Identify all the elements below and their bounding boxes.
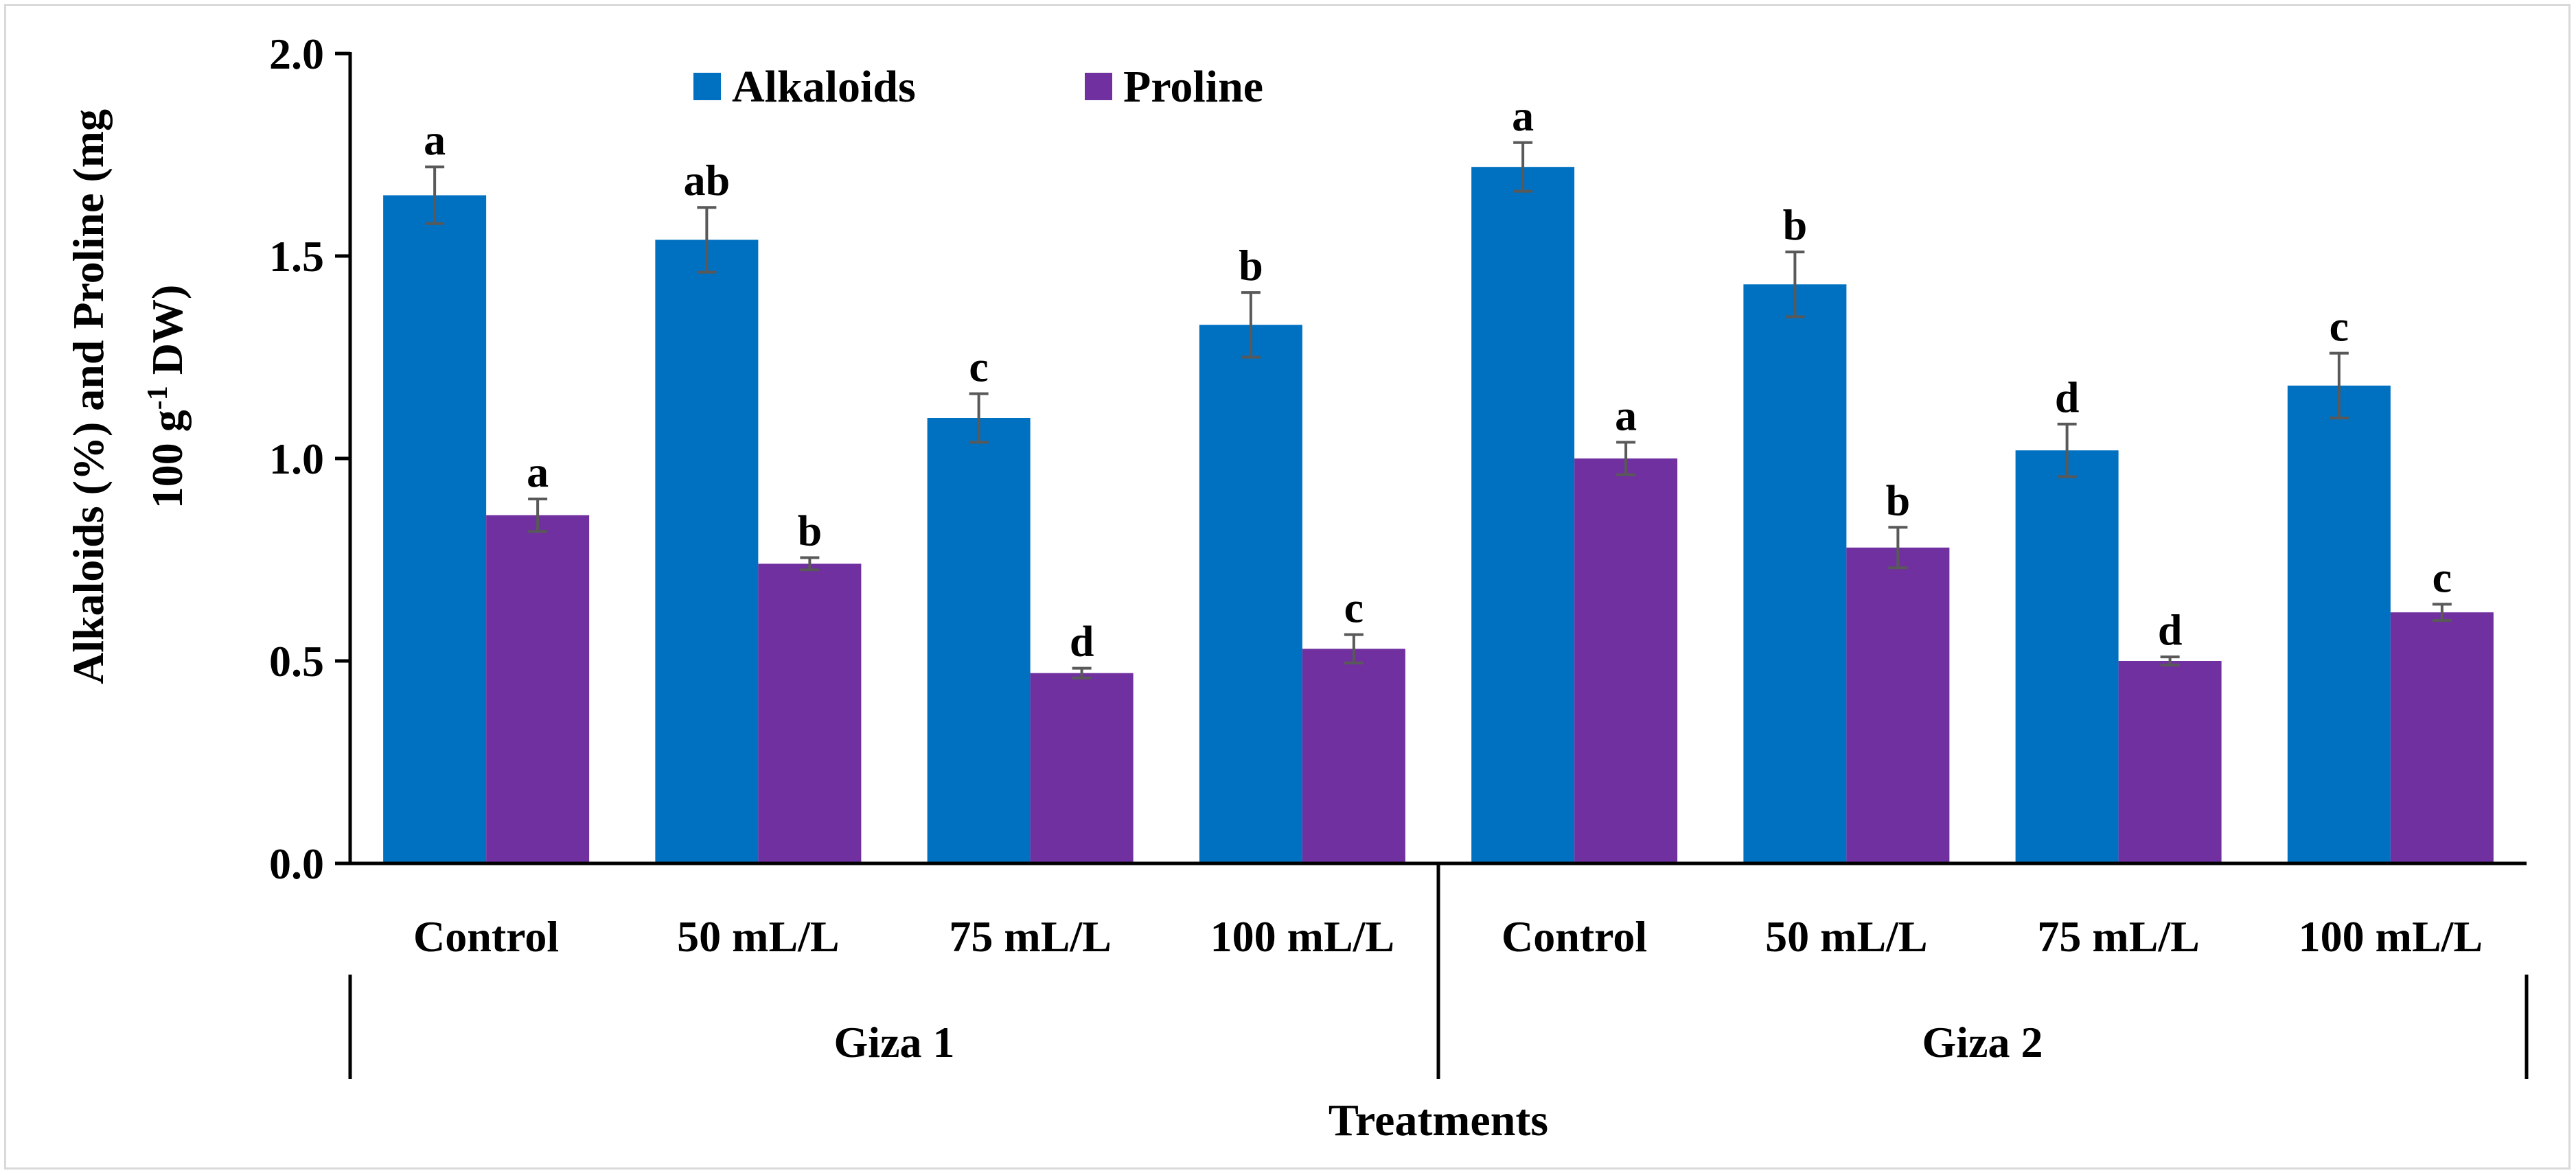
significance-label: b bbox=[1783, 200, 1808, 249]
legend: Alkaloids Proline bbox=[693, 62, 1263, 112]
category-label: 75 mL/L bbox=[949, 912, 1111, 961]
alkaloids-bar bbox=[1199, 325, 1302, 863]
significance-label: a bbox=[1512, 91, 1534, 140]
group-label: Giza 2 bbox=[1922, 1018, 2043, 1067]
alkaloids-bar bbox=[927, 418, 1031, 863]
legend-alkaloids-label: Alkaloids bbox=[732, 62, 916, 112]
alkaloids-bar bbox=[2287, 385, 2391, 863]
significance-label: a bbox=[424, 115, 446, 164]
y-tick-label: 1.0 bbox=[269, 434, 324, 483]
significance-label: d bbox=[2055, 373, 2080, 421]
category-label: 100 mL/L bbox=[2299, 912, 2483, 961]
alkaloids-bar bbox=[1743, 284, 1847, 863]
significance-label: c bbox=[969, 342, 988, 391]
proline-bar bbox=[486, 515, 590, 863]
group-label: Giza 1 bbox=[834, 1018, 955, 1067]
proline-bar bbox=[1302, 649, 1405, 863]
proline-bar bbox=[758, 563, 862, 863]
proline-bar bbox=[2390, 612, 2494, 863]
significance-label: d bbox=[2158, 605, 2183, 654]
y-axis-label-line2: 100 g-1 DW) bbox=[142, 285, 192, 509]
significance-label: c bbox=[2433, 552, 2452, 601]
category-label: Control bbox=[1502, 912, 1647, 961]
legend-proline-label: Proline bbox=[1123, 62, 1263, 112]
category-label: Control bbox=[413, 912, 559, 961]
significance-label: b bbox=[1239, 241, 1263, 290]
category-label: 50 mL/L bbox=[677, 912, 839, 961]
y-tick-label: 0.0 bbox=[269, 839, 324, 888]
proline-bar bbox=[2118, 661, 2222, 863]
alkaloids-bar bbox=[383, 195, 487, 863]
y-tick-label: 2.0 bbox=[269, 30, 324, 78]
proline-bar bbox=[1574, 458, 1678, 863]
alkaloids-bar bbox=[655, 240, 759, 863]
y-axis-label: Alkaloids (%) and Proline (mg 100 g-1 DW… bbox=[64, 109, 192, 684]
x-axis: Control 50 mL/L 75 mL/L 100 mL/L Giza 1 Contr… bbox=[348, 861, 2529, 1079]
y-axis: 0.0 0.5 1.0 1.5 2.0 bbox=[269, 30, 352, 888]
proline-bar bbox=[1846, 547, 1950, 863]
significance-label: ab bbox=[684, 156, 731, 205]
significance-label: d bbox=[1070, 617, 1094, 666]
category-label: 100 mL/L bbox=[1210, 912, 1394, 961]
legend-proline-swatch bbox=[1085, 73, 1112, 100]
significance-label: a bbox=[527, 447, 549, 496]
y-axis-label-line1: Alkaloids (%) and Proline (mg bbox=[64, 109, 113, 684]
alkaloids-bar bbox=[2015, 450, 2119, 863]
x-axis-title: Treatments bbox=[1329, 1095, 1548, 1145]
y-tick-label: 1.5 bbox=[269, 232, 324, 281]
category-label: 50 mL/L bbox=[1765, 912, 1927, 961]
category-label: 75 mL/L bbox=[2037, 912, 2199, 961]
significance-label: c bbox=[2330, 302, 2349, 351]
legend-alkaloids-swatch bbox=[693, 73, 721, 100]
significance-label: b bbox=[1886, 476, 1911, 524]
significance-label: a bbox=[1615, 391, 1637, 439]
significance-label: c bbox=[1344, 583, 1364, 632]
significance-label: b bbox=[798, 507, 823, 555]
y-tick-label: 0.5 bbox=[269, 637, 324, 686]
alkaloids-bar bbox=[1471, 167, 1575, 863]
proline-bar bbox=[1030, 673, 1134, 863]
